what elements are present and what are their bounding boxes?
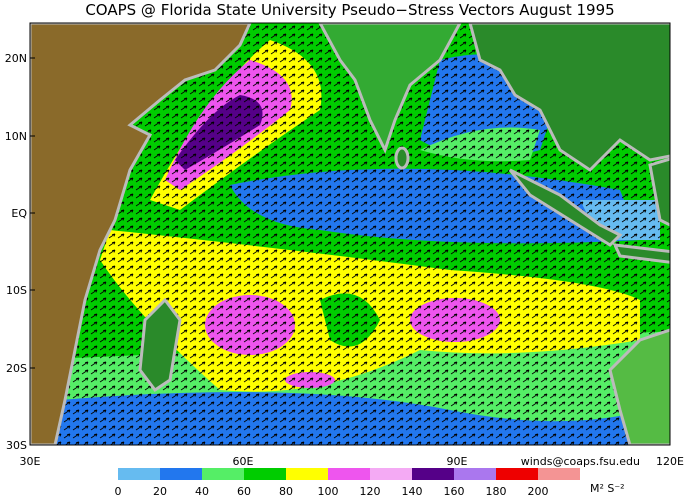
lon-label: 90E [447,455,468,468]
colorbar-label: 160 [444,485,465,498]
colorbar-swatch [202,468,244,480]
lat-axis: 20N 10N EQ 10S 20S 30S [5,52,35,452]
colorbar-label: 60 [237,485,251,498]
colorbar-label: 120 [360,485,381,498]
units: M² S⁻² [590,482,625,495]
colorbar-label: 20 [153,485,167,498]
colorbar-swatch [328,468,370,480]
colorbar-label: 80 [279,485,293,498]
colorbar-swatch [118,468,160,480]
india [318,23,462,154]
colorbar-swatch [370,468,412,480]
colorbar-swatch [454,468,496,480]
colorbar-swatch [286,468,328,480]
colorbar-label: 180 [486,485,507,498]
land [30,23,670,445]
madagascar [138,297,182,393]
colorbar-label: 200 [528,485,549,498]
colorbar-swatch [160,468,202,480]
lat-label: 30S [6,439,27,452]
lon-label: 120E [656,455,684,468]
colorbar-swatch [412,468,454,480]
colorbar-label: 0 [115,485,122,498]
colorbar-label: 140 [402,485,423,498]
lat-label: 10N [5,130,27,143]
colorbar-swatch [244,468,286,480]
title: COAPS @ Florida State University Pseudo−… [85,1,614,19]
colorbar: 0 20 40 60 80 100 120 140 160 180 200 [115,468,580,498]
sumatra [508,168,623,247]
lat-label: 10S [6,284,27,297]
colorbar-label: 40 [195,485,209,498]
colorbar-label: 100 [318,485,339,498]
lon-label: 60E [233,455,254,468]
java [612,243,670,264]
colorbar-swatch [496,468,538,480]
lon-axis: 30E 60E 90E 120E [20,455,684,468]
credit: winds@coaps.fsu.edu [521,455,640,468]
australia [608,328,670,445]
asia [468,23,670,172]
lat-label: 20N [5,52,27,65]
lat-label: 20S [6,362,27,375]
sri-lanka [394,146,410,170]
borneo [648,157,670,227]
map [30,23,670,445]
colorbar-swatch [538,468,580,480]
lat-label: EQ [11,207,27,220]
map-frame [29,22,671,446]
africa [30,23,252,445]
lon-label: 30E [20,455,41,468]
